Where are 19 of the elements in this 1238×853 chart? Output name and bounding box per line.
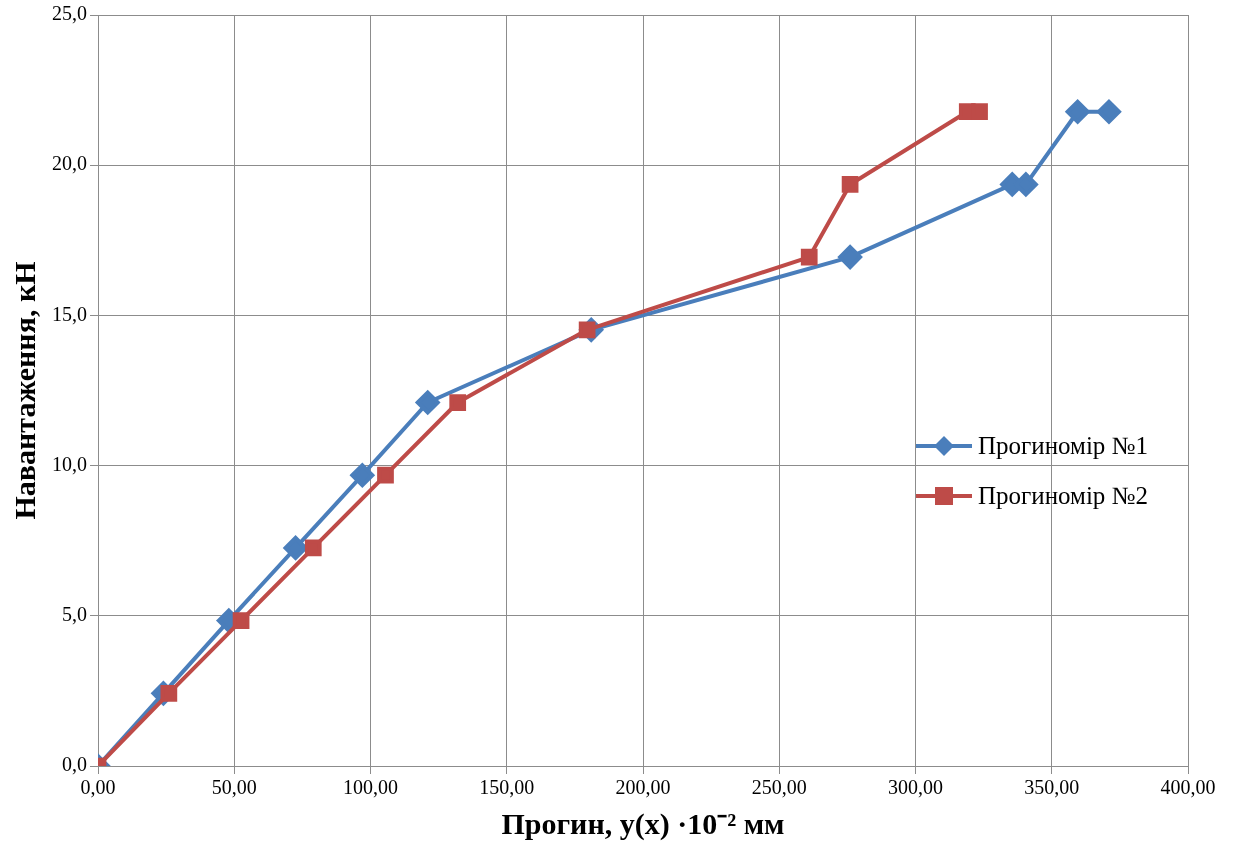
x-tick-label: 200,00 xyxy=(615,776,671,799)
x-tick-label: 100,00 xyxy=(343,776,398,799)
x-tick-label: 350,00 xyxy=(1024,776,1080,799)
x-axis-title: Прогин, y(x) ·10⁻² мм xyxy=(501,806,785,841)
y-tick-label: 0,0 xyxy=(62,753,87,776)
legend-label: Прогиномір №1 xyxy=(978,431,1148,460)
y-tick-label: 15,0 xyxy=(52,302,87,325)
x-tick-label: 300,00 xyxy=(888,776,943,799)
x-tick-label: 250,00 xyxy=(751,776,807,799)
x-tick-label: 400,00 xyxy=(1160,776,1216,799)
x-tick-label: 50,00 xyxy=(211,776,257,799)
y-tick-label: 10,0 xyxy=(52,452,87,475)
legend-label: Прогиномір №2 xyxy=(978,481,1148,510)
y-axis-title: Навантаження, кН xyxy=(7,261,41,520)
x-tick-label: 150,00 xyxy=(479,776,535,799)
y-tick-label: 25,0 xyxy=(52,2,87,25)
y-tick-label: 20,0 xyxy=(52,152,87,175)
x-tick-label: 0,00 xyxy=(80,776,116,799)
y-tick-label: 5,0 xyxy=(62,603,87,626)
